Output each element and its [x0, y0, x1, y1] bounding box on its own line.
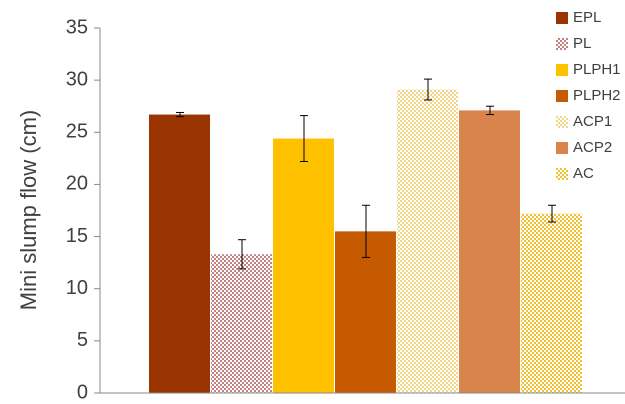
legend-swatch: [556, 38, 568, 50]
y-tick-label: 30: [66, 68, 88, 90]
legend-swatch: [556, 142, 568, 154]
bar: [397, 89, 458, 394]
y-tick-label: 0: [77, 381, 88, 403]
bar: [521, 213, 582, 393]
legend-label: PLPH2: [573, 87, 621, 104]
legend-label: PL: [573, 35, 591, 52]
y-axis-label: Mini slump flow (cm): [16, 110, 41, 310]
legend-label: EPL: [573, 9, 601, 26]
y-tick-label: 35: [66, 16, 88, 38]
y-tick-label: 15: [66, 225, 88, 247]
bar: [459, 110, 520, 393]
legend-swatch: [556, 90, 568, 102]
legend-label: ACP1: [573, 113, 612, 130]
legend-swatch: [556, 64, 568, 76]
bar: [273, 138, 334, 393]
legend-swatch: [556, 116, 568, 128]
bar: [211, 254, 272, 393]
legend-swatch: [556, 168, 568, 180]
y-tick-label: 5: [77, 329, 88, 351]
y-tick-label: 20: [66, 173, 88, 195]
legend-label: ACP2: [573, 139, 612, 156]
y-tick-label: 25: [66, 121, 88, 143]
bar: [335, 231, 396, 393]
legend-swatch: [556, 12, 568, 24]
bar: [149, 114, 210, 394]
y-tick-label: 10: [66, 277, 88, 299]
legend-label: PLPH1: [573, 61, 621, 78]
legend-label: AC: [573, 165, 594, 182]
